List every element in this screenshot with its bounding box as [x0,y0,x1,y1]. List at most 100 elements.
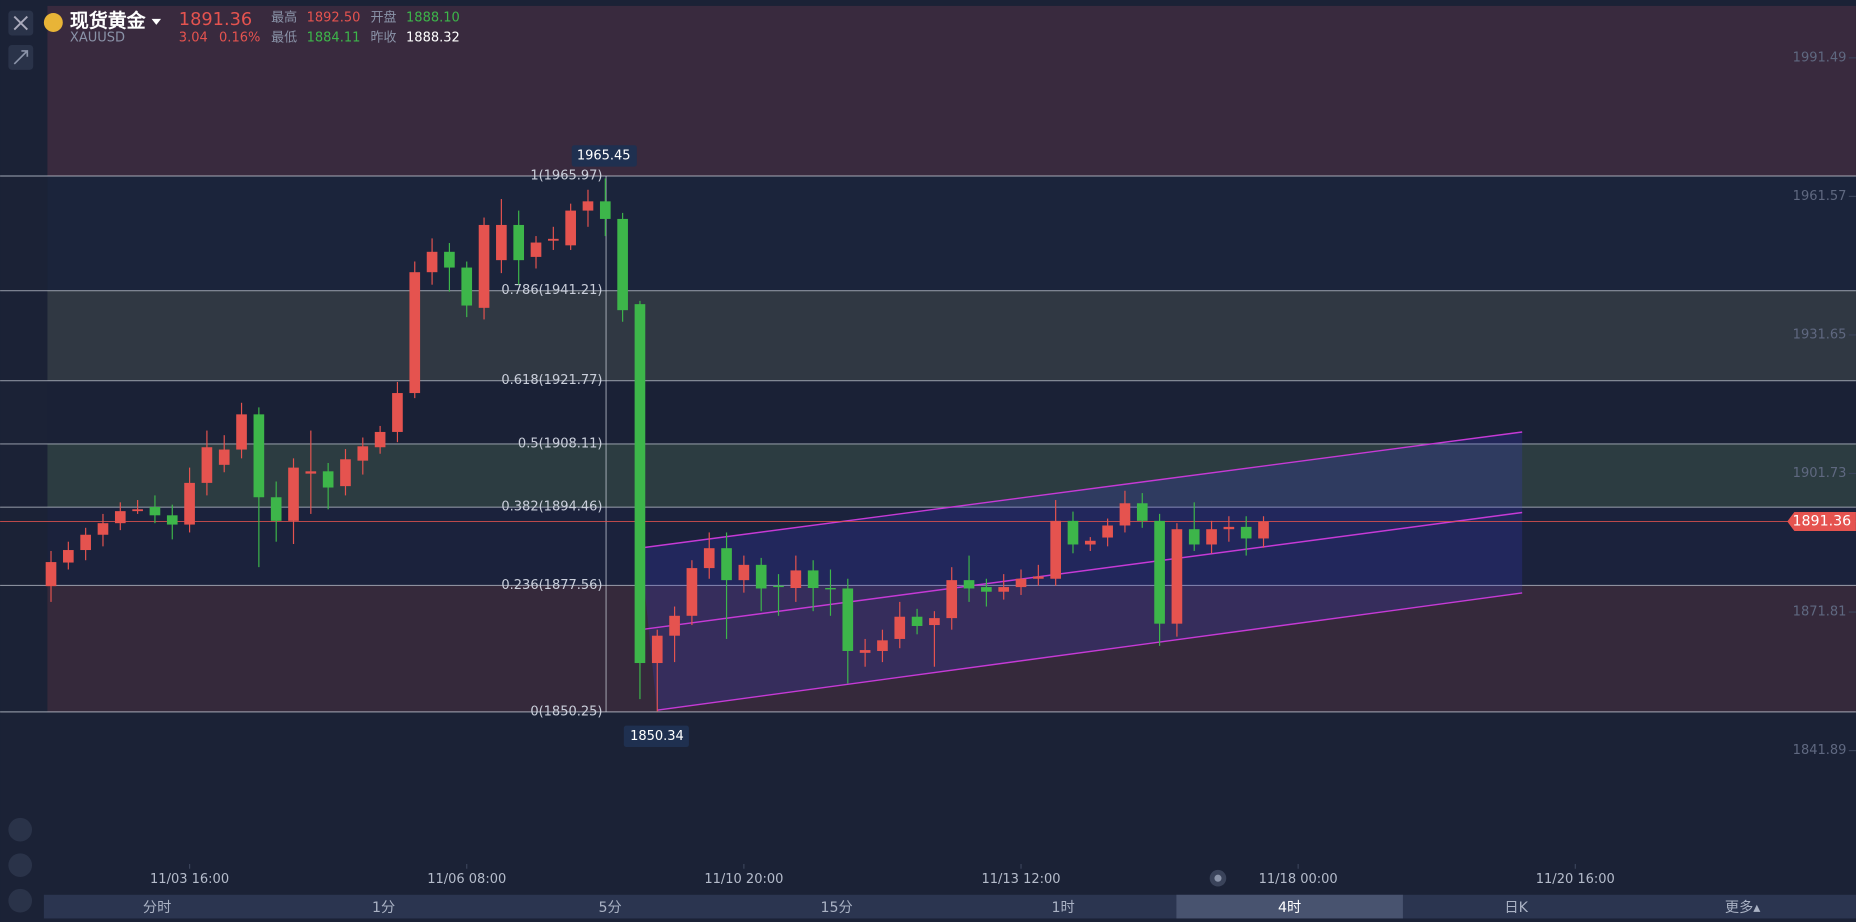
y-tick-label: 1961.57 [1793,189,1847,204]
stat-value: 1888.32 [406,30,460,45]
candle-body [45,562,57,587]
stat-label: 最低 [271,30,297,45]
tab-label[interactable]: 4时 [1278,900,1301,916]
candle-body [1119,503,1131,526]
tab-label[interactable]: 1分 [372,900,395,916]
candle-body [1154,520,1165,624]
candle-body [374,431,386,448]
candle-body [721,548,732,581]
last-price-label: 1891.36 [1793,514,1852,530]
candle-body [929,618,940,626]
candle-body [599,201,611,219]
candle-body [548,238,559,241]
candle-body [807,570,819,589]
fib-zone [47,380,1856,444]
tab-label[interactable]: 1时 [1052,900,1075,916]
candle-body [270,497,282,521]
candle-body [1240,526,1252,539]
tab-label[interactable]: 5分 [599,900,622,916]
channel-line [640,431,1523,549]
candle-body [201,447,213,483]
fib-zone [47,443,1856,508]
candle-body [1067,520,1079,545]
fib-label: 0.786(1941.21) [501,283,602,298]
candle-body [426,251,438,273]
candle-body [911,616,923,626]
candle-body [513,224,525,261]
stat-value: 1884.11 [307,30,361,45]
candle-body [1084,540,1096,545]
fib-label: 0.236(1877.56) [501,578,602,593]
candle-body [1223,526,1235,530]
low-marker: 1850.34 [630,729,684,744]
candle-body [218,449,230,465]
candle-body [149,506,161,516]
candle-body [1015,578,1027,588]
candle-body [461,267,473,306]
candle-body [478,224,490,308]
tab-label[interactable]: 日K [1504,900,1528,916]
last-price-tag [1787,512,1856,531]
stat-label: 开盘 [371,9,397,25]
high-marker: 1965.45 [577,148,631,163]
candle-body [738,564,750,581]
candle-body [530,242,542,257]
fib-label: 0.618(1921.77) [501,373,602,388]
y-tick-label: 1901.73 [1793,466,1847,481]
fib-label: 0(1850.25) [530,704,602,719]
tab-label[interactable]: 15分 [821,900,853,916]
candle-body [322,471,334,488]
candle-body [1258,521,1269,539]
instrument-name[interactable]: 现货黄金 [70,9,147,32]
fib-zone [47,5,1856,177]
candle-body [1206,529,1217,545]
candle-body [946,580,958,619]
candle-body [357,446,369,461]
tab-label[interactable]: 更多▴ [1725,899,1761,916]
candle-body [859,650,871,653]
y-tick-label: 1841.89 [1793,743,1847,758]
line-tool-button[interactable] [8,888,33,913]
candle-body [773,585,784,588]
candle-body [617,218,628,311]
fib-zone [47,290,1856,381]
candle-body [114,511,126,524]
candle-body [496,224,507,261]
candle-body [963,580,975,589]
scroll-dot-inner [1214,874,1222,882]
fib-label: 0.5(1908.11) [518,436,603,451]
candle-body [236,414,247,450]
candle-body [305,471,317,474]
tab-label[interactable]: 分时 [143,900,171,916]
candle-body [894,616,906,639]
y-tick-label: 1991.49 [1793,50,1847,65]
x-tick-label: 11/13 12:00 [981,872,1060,887]
x-tick-label: 11/18 00:00 [1259,872,1338,887]
stat-value: 1892.50 [307,10,361,25]
candle-body [340,459,351,487]
fib-label: 0.382(1894.46) [501,500,602,515]
candle-body [253,414,265,498]
candle-body [582,201,594,211]
candle-body [1102,525,1113,538]
high-marker-box [571,145,637,167]
expand-icon [13,50,29,65]
candle-body [825,588,836,590]
candle-body [1171,529,1183,624]
dropdown-arrow[interactable] [151,18,162,25]
x-tick-label: 11/10 20:00 [704,872,783,887]
candle-body [1188,529,1200,545]
draw-button[interactable] [8,853,33,878]
candle-body [651,635,663,664]
x-tick-label: 11/06 08:00 [427,872,506,887]
candle-body [703,548,715,569]
candle-body [132,509,143,512]
candle-body [288,467,299,521]
tab-active[interactable] [1176,894,1403,919]
candle-body [790,570,802,589]
gold-icon [43,13,63,32]
stat-label: 昨收 [371,30,397,45]
indicator-button[interactable] [8,817,33,842]
